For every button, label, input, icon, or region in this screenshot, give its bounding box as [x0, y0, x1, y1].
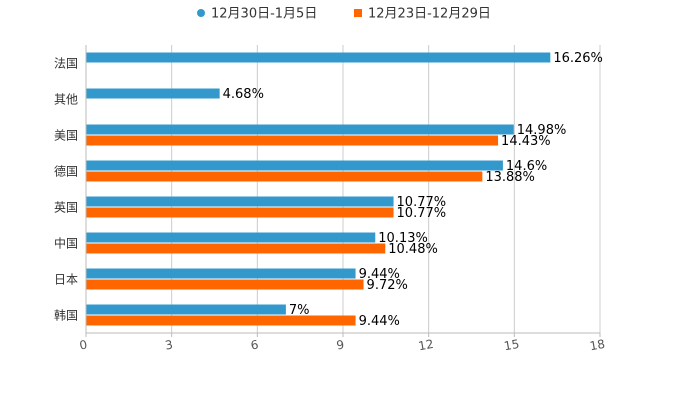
legend[interactable]: 12月30日-1月5日 12月23日-12月29日: [197, 7, 491, 22]
category-label: 法国: [54, 57, 78, 71]
data-label: 9.72%: [367, 278, 408, 293]
data-label: 10.48%: [388, 242, 438, 257]
data-label: 13.88%: [485, 170, 535, 185]
data-label: 14.98%: [517, 123, 567, 138]
category-label: 中国: [54, 236, 78, 251]
data-label: 10.77%: [397, 195, 447, 210]
data-label: 7%: [289, 303, 310, 318]
data-label: 10.77%: [397, 206, 447, 221]
data-label: 9.44%: [359, 314, 400, 329]
legend-label-1[interactable]: 12月23日-12月29日: [368, 7, 491, 22]
x-tick-label-9: 9: [335, 338, 345, 353]
x-tick-label-6: 6: [250, 338, 260, 353]
category-label: 英国: [54, 201, 78, 215]
legend-marker-0[interactable]: [197, 9, 205, 17]
category-label: 德国: [54, 164, 78, 179]
bar-series0-中国[interactable]: [86, 232, 376, 243]
bar-series0-英国[interactable]: [86, 196, 394, 207]
x-tick-label-18: 18: [589, 337, 606, 353]
bar-series1-日本[interactable]: [86, 279, 364, 290]
x-tick-label-15: 15: [503, 337, 520, 353]
data-label: 9.44%: [359, 267, 400, 282]
legend-marker-1[interactable]: [354, 9, 362, 17]
bar-series0-德国[interactable]: [86, 160, 503, 171]
bar-series1-韩国[interactable]: [86, 315, 356, 326]
bar-series0-法国[interactable]: [86, 52, 551, 63]
category-label: 日本: [54, 273, 78, 287]
bar-series1-美国[interactable]: [86, 135, 499, 146]
data-label: 4.68%: [223, 87, 264, 102]
legend-label-0[interactable]: 12月30日-1月5日: [211, 7, 317, 22]
x-tick-label-0: 0: [78, 338, 88, 353]
x-tick-label-3: 3: [164, 338, 174, 353]
data-label: 16.26%: [553, 51, 603, 66]
bar-series1-中国[interactable]: [86, 243, 386, 254]
category-label: 其他: [54, 93, 78, 107]
bar-series1-德国[interactable]: [86, 171, 483, 182]
x-tick-label-12: 12: [417, 337, 434, 353]
bar-series0-日本[interactable]: [86, 268, 356, 279]
bar-series0-美国[interactable]: [86, 124, 514, 135]
bar-layer: 16.26% 4.68% 14.98%14.43% 14.6%13.88% 10.77%…: [86, 51, 603, 329]
category-label: 美国: [54, 129, 78, 143]
bar-series0-其他[interactable]: [86, 88, 220, 99]
category-label: 韩国: [54, 308, 78, 323]
data-label: 14.43%: [501, 134, 551, 149]
bar-series1-英国[interactable]: [86, 207, 394, 218]
data-label: 10.13%: [378, 231, 428, 246]
bar-series0-韩国[interactable]: [86, 304, 286, 315]
data-label: 14.6%: [506, 159, 547, 174]
